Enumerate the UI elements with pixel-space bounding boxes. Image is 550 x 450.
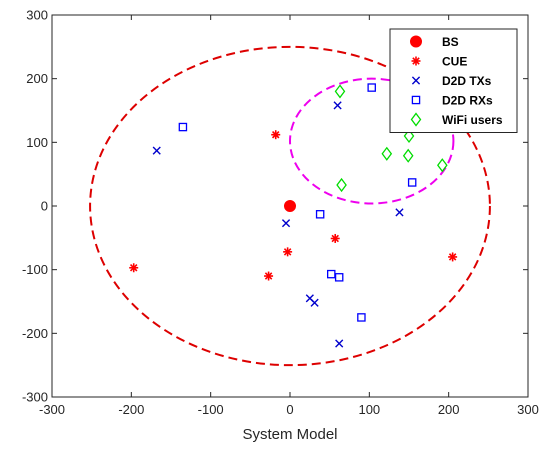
data-point xyxy=(334,273,344,282)
data-point xyxy=(357,313,366,322)
legend-marker xyxy=(411,76,421,85)
coverage-ellipse-wifi xyxy=(289,77,455,205)
x-axis-ticks: -300 -200 -100 0 100 200 300 xyxy=(39,15,539,417)
series-layer xyxy=(129,83,458,348)
y-tick-label: 200 xyxy=(26,71,48,86)
legend-label: D2D TXs xyxy=(442,74,492,88)
series-wifi-users xyxy=(334,84,448,193)
x-tick-label: 300 xyxy=(517,402,539,417)
data-point xyxy=(395,208,404,217)
y-tick-label: -100 xyxy=(22,262,48,277)
legend-entry: CUE xyxy=(411,54,467,68)
data-point xyxy=(403,128,415,144)
data-point xyxy=(336,177,347,193)
legend-marker xyxy=(410,112,422,127)
data-point xyxy=(335,339,344,348)
data-point xyxy=(437,158,448,173)
legend-label: WiFi users xyxy=(442,113,503,127)
data-point xyxy=(264,271,274,281)
annotation-layer xyxy=(89,45,491,367)
data-point xyxy=(448,252,458,262)
data-point xyxy=(402,148,414,163)
legend-label: D2D RXs xyxy=(442,93,493,107)
data-point xyxy=(381,146,393,161)
data-point xyxy=(310,298,319,307)
data-point xyxy=(178,122,188,132)
data-point xyxy=(407,178,417,187)
x-tick-label: -100 xyxy=(198,402,224,417)
y-tick-label: 300 xyxy=(26,8,48,23)
x-tick-label: -200 xyxy=(118,402,144,417)
data-point xyxy=(152,146,161,155)
data-point xyxy=(315,210,325,219)
legend-label: CUE xyxy=(442,54,467,68)
x-tick-label: 0 xyxy=(286,402,293,417)
y-tick-label: -200 xyxy=(22,326,48,341)
data-point xyxy=(327,269,336,279)
data-point xyxy=(283,247,293,257)
series-cue xyxy=(129,130,458,281)
legend-entry: BS xyxy=(410,35,459,49)
data-point xyxy=(271,130,281,140)
y-tick-label: 0 xyxy=(41,199,48,214)
y-tick-label: 100 xyxy=(26,135,48,150)
legend-marker xyxy=(411,95,421,105)
legend-box xyxy=(389,28,518,133)
series-d2d-rxs xyxy=(178,83,417,322)
legend-label: BS xyxy=(442,35,459,49)
legend: BS CUE D2D TXs D2D RXs WiFi users xyxy=(389,28,518,133)
legend-entry: D2D TXs xyxy=(411,74,492,88)
data-point xyxy=(129,263,139,273)
legend-marker xyxy=(411,56,421,66)
coverage-ellipse-bs xyxy=(89,45,491,367)
legend-marker xyxy=(410,35,422,48)
data-point xyxy=(284,200,296,212)
x-tick-label: -300 xyxy=(39,402,65,417)
x-tick-label: 100 xyxy=(358,402,380,417)
data-point xyxy=(333,101,342,110)
series-bs xyxy=(284,200,296,212)
data-point xyxy=(334,84,346,99)
data-point xyxy=(367,83,376,92)
legend-entry: D2D RXs xyxy=(411,93,493,107)
data-point xyxy=(330,233,340,243)
x-tick-label: 200 xyxy=(438,402,460,417)
y-tick-label: -300 xyxy=(22,390,48,405)
legend-entry: WiFi users xyxy=(410,112,503,127)
series-d2d-txs xyxy=(152,101,404,348)
x-axis-label: System Model xyxy=(242,426,337,443)
data-point xyxy=(281,219,291,228)
y-axis-ticks: -300 -200 -100 0 100 200 300 xyxy=(22,8,528,405)
